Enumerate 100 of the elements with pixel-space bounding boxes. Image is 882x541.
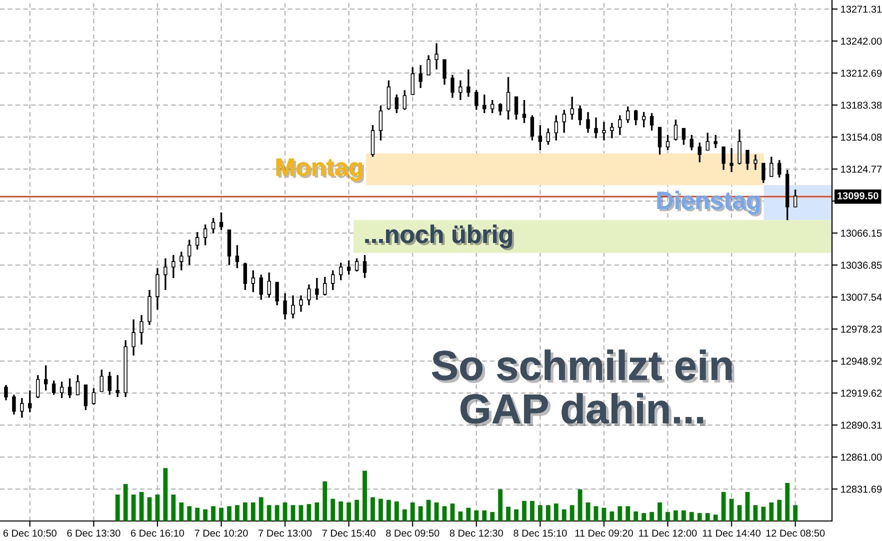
bar (785, 482, 790, 521)
candlestick (658, 126, 662, 156)
candlestick (251, 269, 256, 293)
y-tick-label: 12831.69 (841, 486, 882, 493)
candlestick (410, 66, 414, 96)
candlestick (490, 99, 494, 114)
bar (211, 506, 216, 521)
bar (458, 511, 463, 521)
candlestick (275, 282, 279, 306)
bar (490, 512, 495, 521)
x-tick-label: 6 Dec 10:50 (3, 530, 56, 537)
bar (282, 502, 288, 521)
y-tick-label: 13124.77 (841, 166, 882, 173)
bar (586, 502, 590, 521)
bar (761, 506, 766, 521)
candlestick (20, 397, 24, 419)
bar (705, 513, 710, 521)
candlestick (44, 364, 48, 392)
candlestick (666, 134, 670, 152)
bar (697, 513, 702, 521)
bar (410, 502, 415, 521)
bar (370, 497, 375, 521)
candlestick (570, 96, 574, 120)
candlestick (690, 134, 694, 152)
x-tick-label: 8 Dec 12:30 (450, 530, 503, 537)
bar (426, 500, 431, 521)
candlestick (346, 260, 351, 276)
candlestick (714, 134, 718, 149)
bar (578, 489, 582, 521)
y-tick-label: 13007.54 (841, 294, 882, 301)
candlestick (291, 294, 295, 320)
candlestick (60, 380, 64, 399)
bar (235, 505, 240, 521)
bar (434, 502, 439, 521)
candlestick (642, 111, 646, 128)
candlestick (618, 114, 622, 136)
x-tick-label: 11 Dec 14:40 (702, 530, 761, 537)
candlestick (466, 68, 470, 98)
candlestick (594, 116, 598, 140)
bar (682, 510, 686, 521)
bar (546, 505, 550, 521)
bar (179, 502, 184, 521)
x-tick-label: 6 Dec 16:10 (131, 530, 184, 537)
candlestick (762, 162, 766, 184)
candlestick (283, 292, 287, 320)
candlestick (386, 80, 391, 111)
bar (354, 500, 359, 521)
bar (689, 512, 694, 521)
candlestick (339, 262, 343, 281)
candlestick (554, 114, 558, 142)
bar (674, 510, 678, 521)
band-label: Montag (276, 158, 364, 184)
bar (394, 501, 399, 521)
x-tick-label: 7 Dec 10:20 (194, 530, 248, 537)
bar (123, 484, 128, 521)
candlestick (722, 146, 726, 171)
bar (171, 494, 176, 521)
y-tick-label: 12890.31 (841, 422, 882, 429)
candlestick (92, 387, 96, 406)
bar (362, 470, 367, 521)
candlestick (188, 238, 192, 266)
candlestick (307, 284, 311, 306)
bar (793, 505, 798, 521)
bar (418, 506, 423, 521)
bar (538, 505, 542, 521)
candlestick (426, 54, 430, 76)
candlestick (156, 267, 160, 310)
bar (562, 509, 566, 521)
candlestick (514, 96, 518, 120)
bar (139, 492, 144, 521)
ref-line-label: 13099.50 (838, 192, 878, 200)
x-tick-label: 7 Dec 15:40 (322, 530, 376, 537)
y-tick-label: 13066.15 (841, 230, 882, 237)
bar (298, 505, 304, 521)
bar (666, 512, 670, 521)
candlestick (211, 217, 216, 234)
bar (386, 500, 391, 521)
candlestick (394, 94, 399, 114)
candlestick (52, 380, 56, 396)
candlestick (706, 132, 710, 152)
bar (219, 508, 224, 521)
candlestick (682, 128, 686, 146)
bar (626, 506, 630, 521)
y-tick-label: 13183.38 (841, 102, 882, 109)
bar (450, 504, 455, 521)
candlestick (602, 121, 606, 142)
bar (266, 505, 272, 521)
candlestick (323, 276, 327, 296)
bar (115, 494, 120, 521)
bar (203, 509, 208, 521)
candlestick (315, 277, 319, 301)
candlestick (578, 104, 582, 126)
y-tick-label: 13154.08 (841, 134, 882, 141)
bar (745, 492, 750, 521)
candlestick (28, 390, 32, 414)
bar (570, 505, 574, 521)
y-tick-label: 12919.62 (841, 390, 882, 397)
candlestick (235, 244, 240, 269)
bar (642, 513, 646, 521)
bar (530, 500, 534, 521)
